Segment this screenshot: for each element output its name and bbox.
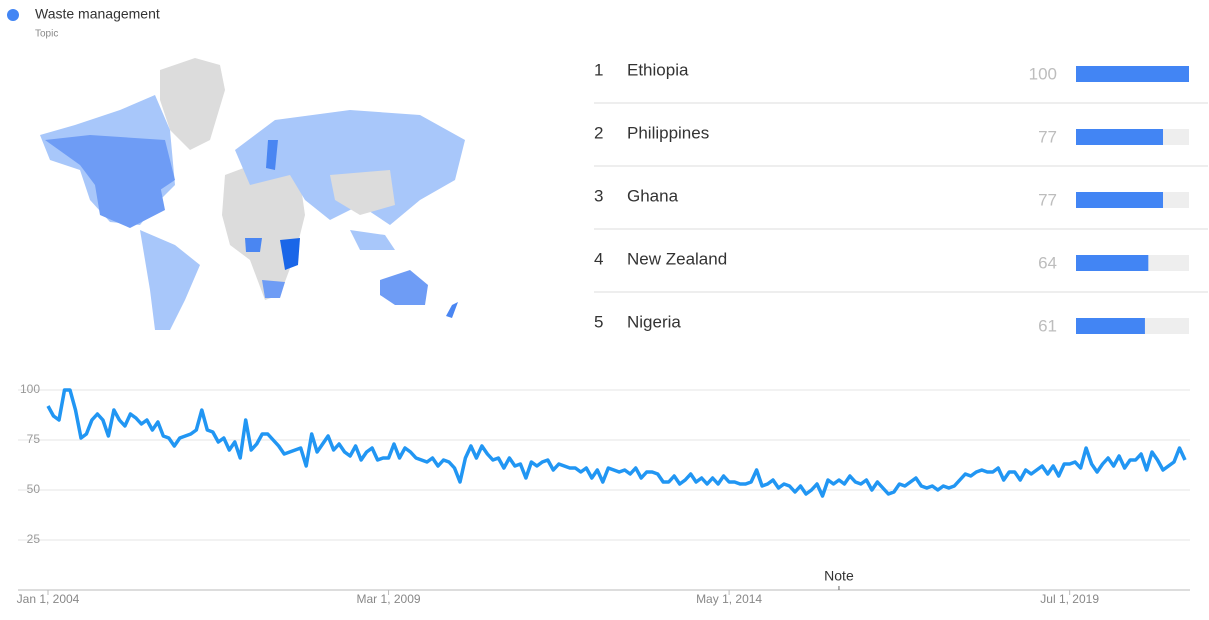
y-tick-label: 25	[27, 532, 41, 546]
bar	[1076, 129, 1164, 145]
rank-value: 61	[1038, 316, 1057, 335]
country-name: New Zealand	[627, 249, 727, 268]
rank-number: 3	[594, 186, 603, 205]
rank-value: 100	[1029, 64, 1057, 83]
world-map	[40, 58, 465, 330]
y-tick-label: 100	[20, 382, 40, 396]
country-name: Philippines	[627, 123, 709, 142]
country-name: Ethiopia	[627, 60, 689, 79]
country-name: Ghana	[627, 186, 679, 205]
x-tick-label: May 1, 2014	[696, 592, 762, 606]
rank-number: 1	[594, 60, 603, 79]
rank-number: 5	[594, 312, 603, 331]
rank-value: 64	[1038, 253, 1057, 272]
country-name: Nigeria	[627, 312, 681, 331]
x-tick-label: Jan 1, 2004	[17, 592, 80, 606]
annotation-label: Note	[824, 568, 854, 584]
bar	[1076, 66, 1189, 82]
legend-dot	[7, 9, 19, 21]
x-tick-label: Jul 1, 2019	[1040, 592, 1099, 606]
interest-chart: 25 50 75 100 Jan 1, 2004 Mar 1, 2009 May 1, 20…	[17, 382, 1190, 606]
bar	[1076, 192, 1164, 208]
line-series	[46, 388, 1187, 498]
y-tick-label: 50	[27, 482, 41, 496]
y-tick-label: 75	[27, 432, 41, 446]
legend-subtitle: Topic	[35, 29, 58, 40]
legend-term: Waste management	[35, 6, 160, 22]
bar	[1076, 255, 1149, 271]
rank-value: 77	[1038, 190, 1057, 209]
bar	[1076, 318, 1145, 334]
ranking-list: 1 Ethiopia 100 2 Philippines 77 3 Ghana 77 4 New Z…	[594, 60, 1208, 335]
rank-number: 2	[594, 123, 603, 142]
x-tick-label: Mar 1, 2009	[357, 592, 421, 606]
rank-value: 77	[1038, 127, 1057, 146]
rank-number: 4	[594, 249, 603, 268]
